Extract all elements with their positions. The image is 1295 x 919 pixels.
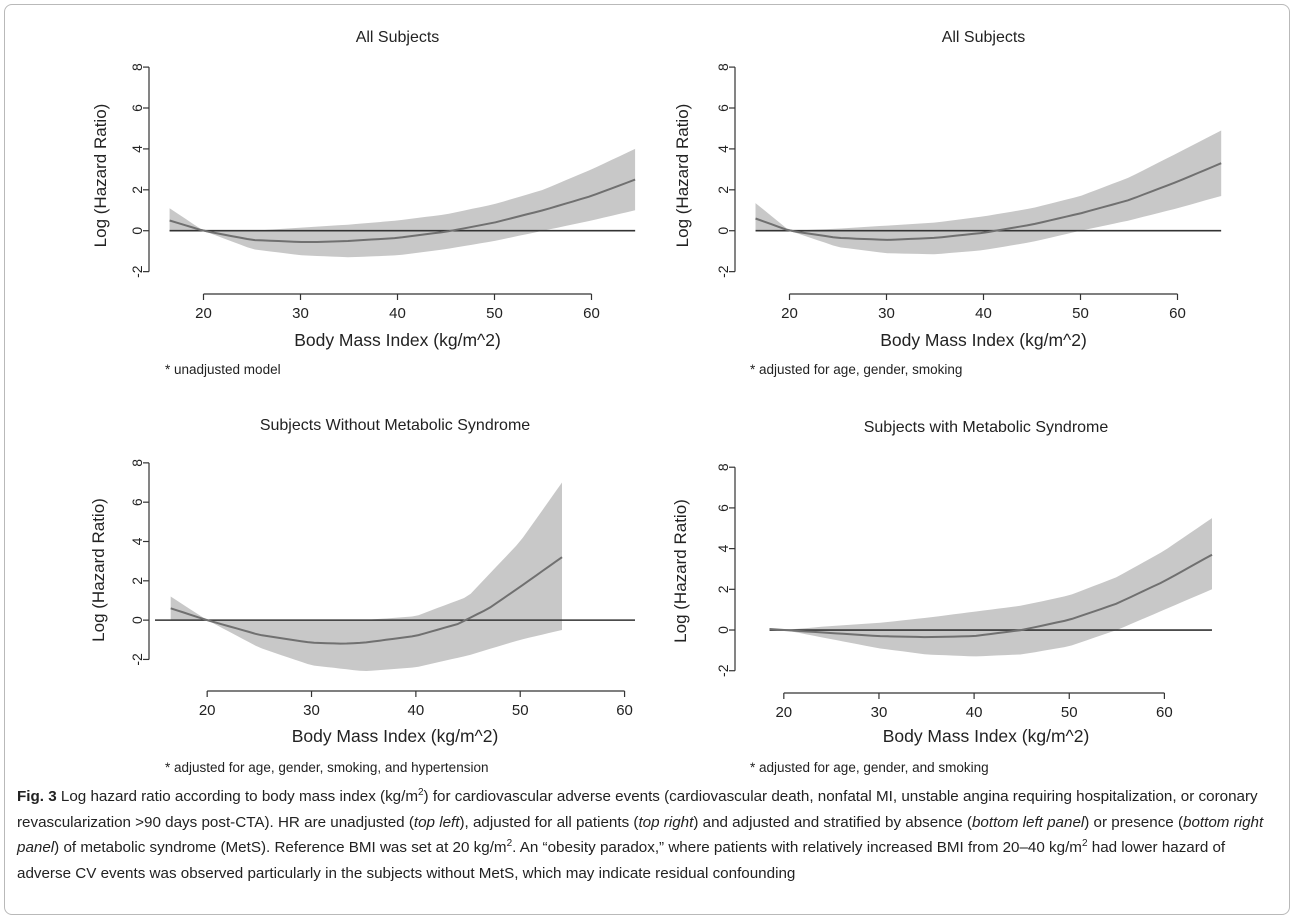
confidence-band (769, 518, 1212, 657)
y-tick-label: 0 (715, 626, 731, 634)
x-tick-label: 30 (292, 305, 309, 322)
x-tick-label: 50 (486, 305, 503, 322)
caption-emphasis: bottom right panel (17, 813, 1264, 857)
chart-panel-4: -2 0 2 4 6 8 20 30 40 50 60 Subjects with Metabolic… (671, 419, 1213, 775)
estimate-line (170, 556, 563, 645)
y-tick-label: 8 (715, 463, 731, 471)
x-tick-label: 30 (871, 704, 888, 721)
y-tick-label: 0 (715, 227, 731, 235)
panel-title: Subjects with Metabolic Syndrome (864, 419, 1109, 436)
x-tick-label: 40 (389, 305, 406, 322)
caption-emphasis: top right (638, 813, 694, 831)
caption-emphasis: bottom left panel (971, 813, 1085, 831)
chart-panel-1: -2 0 2 4 6 8 20 30 40 50 60 All Subjects Body Mass I… (91, 29, 636, 377)
caption-text: ) for cardiovascular adverse events (car… (17, 788, 1258, 831)
x-tick-label: 60 (1156, 704, 1173, 721)
x-tick-label: 30 (878, 305, 895, 322)
y-axis-label: Log (Hazard Ratio) (91, 104, 110, 248)
y-axis-label: Log (Hazard Ratio) (673, 104, 692, 248)
x-tick-label: 60 (616, 702, 633, 719)
y-axis-label: Log (Hazard Ratio) (89, 498, 108, 642)
panel-title: All Subjects (942, 29, 1026, 46)
caption-text: Log hazard ratio according to body mass … (56, 788, 418, 805)
y-tick-label: 4 (129, 537, 145, 545)
x-tick-label: 50 (512, 702, 529, 719)
y-tick-label: 4 (129, 145, 145, 153)
x-tick-label: 30 (303, 702, 320, 719)
x-tick-label: 60 (583, 305, 600, 322)
x-tick-label: 50 (1072, 305, 1089, 322)
estimate-line (769, 553, 1213, 639)
caption-text: . An “obesity paradox,” where patients w… (512, 839, 1082, 857)
caption-emphasis: top left (413, 813, 460, 831)
confidence-band (170, 482, 562, 671)
y-tick-label: 8 (715, 63, 731, 71)
caption-text: ) and adjusted and stratified by absence… (693, 813, 972, 831)
caption-text: ), adjusted for all patients ( (459, 813, 639, 831)
confidence-band (755, 130, 1222, 255)
caption-text: ) of metabolic syndrome (MetS). Referenc… (54, 839, 507, 857)
estimate-line (755, 162, 1222, 241)
y-tick-label: 8 (129, 459, 145, 467)
y-tick-label: 8 (129, 63, 145, 71)
x-axis-label: Body Mass Index (kg/m^2) (294, 330, 501, 350)
caption-text: had lower hazard of adverse CV events wa… (17, 839, 1226, 882)
x-tick-label: 40 (966, 704, 983, 721)
y-tick-label: 4 (715, 545, 731, 553)
panel-title: All Subjects (356, 29, 440, 46)
model-note: * adjusted for age, gender, smoking (750, 362, 962, 377)
y-tick-label: -2 (129, 265, 145, 278)
model-note: * unadjusted model (165, 362, 281, 377)
y-tick-label: 0 (129, 227, 145, 235)
x-tick-label: 60 (1169, 305, 1186, 322)
x-axis-label: Body Mass Index (kg/m^2) (883, 726, 1090, 746)
x-tick-label: 20 (775, 704, 792, 721)
x-tick-label: 40 (975, 305, 992, 322)
caption-superscript: 2 (417, 786, 424, 798)
y-tick-label: 2 (715, 186, 731, 194)
y-tick-label: 6 (715, 504, 731, 512)
estimate-line (169, 178, 636, 243)
chart-panel-3: -2 0 2 4 6 8 20 30 40 50 60 Subjects Without Metabo… (89, 417, 635, 775)
model-note: * adjusted for age, gender, and smoking (750, 760, 989, 775)
chart-panel-2: -2 0 2 4 6 8 20 30 40 50 60 All Subjects Body Mass I… (673, 29, 1222, 377)
x-tick-label: 20 (781, 305, 798, 322)
y-axis-label: Log (Hazard Ratio) (671, 499, 690, 643)
model-note: * adjusted for age, gender, smoking, and… (165, 760, 488, 775)
x-tick-label: 20 (195, 305, 212, 322)
x-tick-label: 50 (1061, 704, 1078, 721)
panel-title: Subjects Without Metabolic Syndrome (260, 417, 530, 434)
figure-frame (4, 4, 1290, 915)
y-tick-label: 6 (715, 104, 731, 112)
x-axis-label: Body Mass Index (kg/m^2) (292, 726, 499, 746)
y-tick-label: -2 (715, 664, 731, 677)
y-tick-label: 2 (129, 577, 145, 585)
x-tick-label: 20 (199, 702, 216, 719)
figure-caption: Fig. 3 Log hazard ratio according to bod… (17, 784, 1279, 886)
y-tick-label: -2 (715, 265, 731, 278)
y-tick-label: -2 (129, 653, 145, 666)
y-tick-label: 2 (129, 186, 145, 194)
caption-superscript: 2 (1081, 838, 1088, 850)
x-axis-label: Body Mass Index (kg/m^2) (880, 330, 1087, 350)
y-tick-label: 4 (715, 145, 731, 153)
caption-label: Fig. 3 (17, 788, 57, 805)
y-tick-label: 6 (129, 104, 145, 112)
caption-superscript: 2 (506, 838, 513, 850)
caption-text: ) or presence ( (1084, 813, 1184, 831)
y-tick-label: 2 (715, 585, 731, 593)
x-tick-label: 40 (408, 702, 425, 719)
y-tick-label: 6 (129, 498, 145, 506)
y-tick-label: 0 (129, 616, 145, 624)
